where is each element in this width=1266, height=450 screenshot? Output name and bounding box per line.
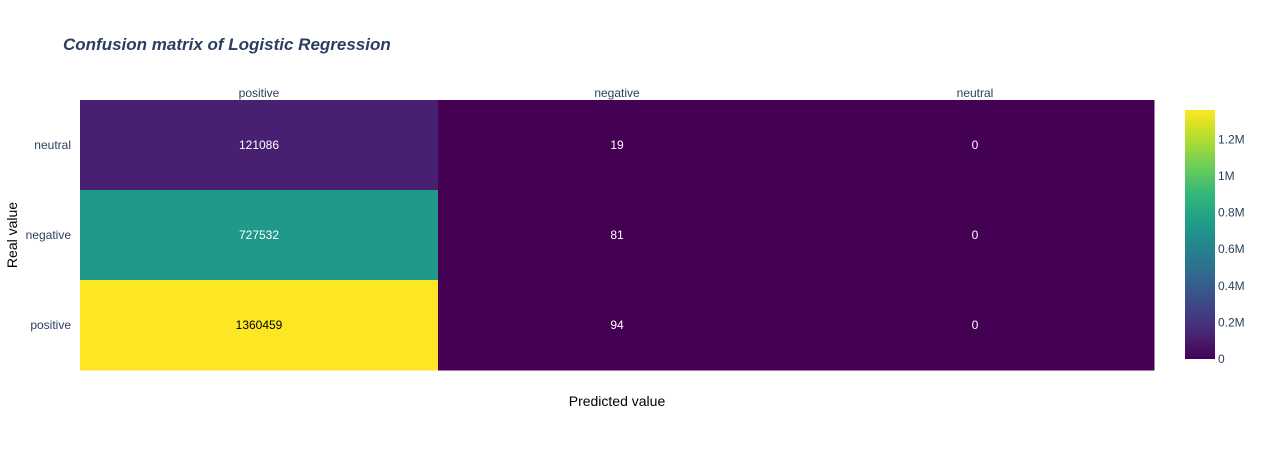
cell-value-label: 727532 — [239, 228, 279, 242]
colorbar-tick-label: 0.8M — [1218, 206, 1245, 220]
colorbar-tick-label: 0.6M — [1218, 242, 1245, 256]
heatmap-cell — [796, 100, 1155, 191]
colorbar-tick-label: 0.2M — [1218, 315, 1245, 329]
y-tick-label: neutral — [34, 138, 71, 152]
x-tick-label: negative — [594, 86, 640, 100]
heatmap-cell — [438, 100, 797, 191]
cell-value-label: 0 — [972, 138, 979, 152]
x-axis-ticks: positive negative neutral — [239, 86, 994, 100]
x-tick-label: positive — [239, 86, 280, 100]
chart-title: Confusion matrix of Logistic Regression — [63, 35, 391, 54]
heatmap-cell — [796, 190, 1155, 281]
y-tick-label: negative — [26, 228, 72, 242]
colorbar-tick-label: 0.4M — [1218, 279, 1245, 293]
heatmap-cell — [438, 280, 797, 371]
colorbar-gradient — [1185, 110, 1215, 359]
heatmap-cell — [438, 190, 797, 281]
y-axis-ticks: neutral negative positive — [26, 138, 72, 332]
cell-value-label: 94 — [610, 318, 624, 332]
x-axis-title: Predicted value — [569, 393, 666, 409]
colorbar-tick-label: 1M — [1218, 169, 1235, 183]
colorbar: 0 0.2M 0.4M 0.6M 0.8M 1M 1.2M — [1185, 110, 1245, 366]
cell-value-label: 0 — [972, 318, 979, 332]
colorbar-ticks: 0 0.2M 0.4M 0.6M 0.8M 1M 1.2M — [1218, 132, 1245, 366]
colorbar-tick-label: 0 — [1218, 352, 1225, 366]
cell-value-label: 19 — [610, 138, 624, 152]
cell-value-label: 121086 — [239, 138, 279, 152]
heatmap-cells: 121086 19 0 727532 81 0 1360459 94 0 — [80, 100, 1155, 371]
y-tick-label: positive — [30, 318, 71, 332]
heatmap-cell — [80, 100, 439, 191]
x-tick-label: neutral — [957, 86, 994, 100]
heatmap-cell — [796, 280, 1155, 371]
cell-value-label: 81 — [610, 228, 624, 242]
cell-value-label: 1360459 — [236, 318, 283, 332]
colorbar-tick-label: 1.2M — [1218, 132, 1245, 146]
y-axis-title: Real value — [4, 202, 20, 268]
heatmap-cell — [80, 280, 439, 371]
heatmap-cell — [80, 190, 439, 281]
cell-value-label: 0 — [972, 228, 979, 242]
